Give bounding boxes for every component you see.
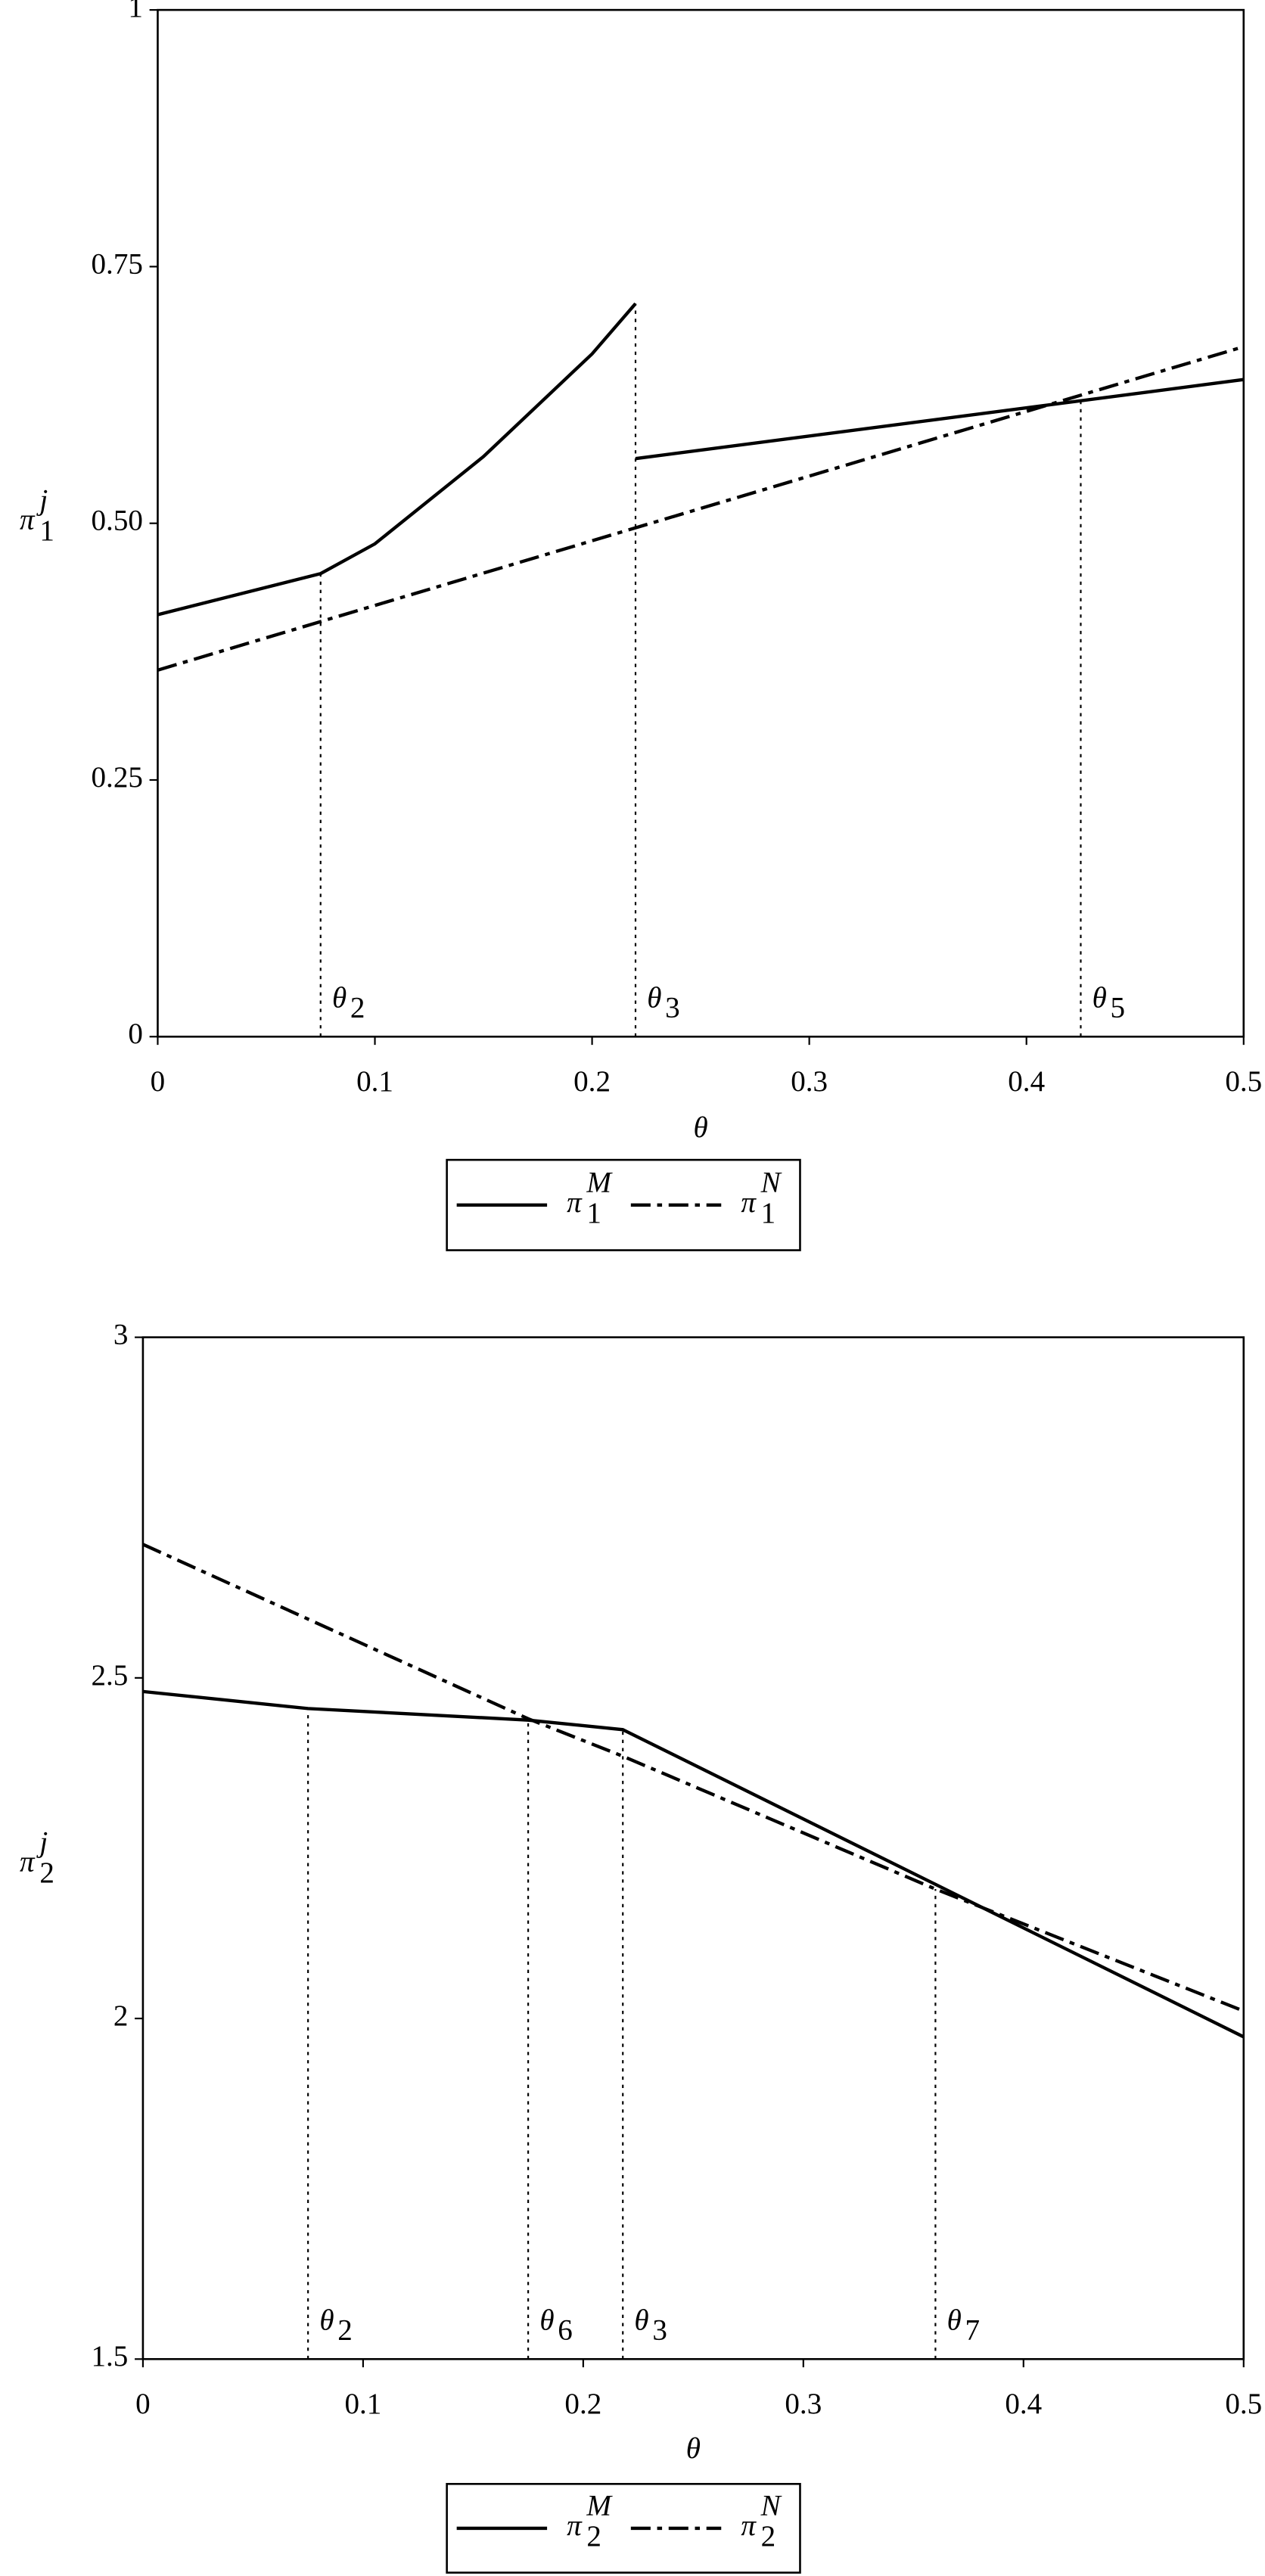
y-axis-label-sup: j [36, 483, 48, 516]
plot-frame [141, 1336, 1245, 2360]
x-tick-label: 0.3 [785, 2388, 822, 2420]
legend-label-sup: M [586, 1167, 613, 1199]
y-tick-label: 1.5 [92, 2340, 129, 2372]
marker-label-sub: 3 [665, 991, 680, 1024]
y-tick-label: 0 [128, 1018, 143, 1050]
x-tick-label: 0.2 [564, 2388, 601, 2420]
marker-label-symbol: θ [319, 2304, 334, 2336]
legend-label-symbol: π [567, 1186, 583, 1219]
y-tick-label: 1 [128, 0, 143, 23]
marker-label-symbol: θ [539, 2304, 554, 2336]
y-tick-label: 0.25 [92, 761, 143, 794]
y-tick-label: 2 [113, 2000, 129, 2032]
legend-label-sub: 2 [586, 2520, 601, 2553]
y-tick-label: 3 [113, 1319, 129, 1351]
x-tick-label: 0.4 [1008, 1065, 1045, 1098]
marker-label-sub: 2 [337, 2313, 353, 2346]
x-axis-label: θ [686, 2432, 701, 2465]
marker-label-sub: 3 [652, 2313, 667, 2346]
x-tick-label: 0.2 [573, 1065, 611, 1098]
x-tick-label: 0.3 [791, 1065, 828, 1098]
marker-label-sub: 7 [965, 2313, 980, 2346]
legend-label-symbol: π [741, 1186, 757, 1219]
marker-label-sub: 2 [350, 991, 365, 1024]
marker-label-symbol: θ [647, 981, 661, 1014]
series-line [142, 1543, 1245, 2013]
marker-label-symbol: θ [947, 2304, 962, 2336]
marker-label-symbol: θ [1092, 981, 1107, 1014]
legend-label-symbol: π [567, 2509, 583, 2542]
x-axis-label: θ [694, 1111, 708, 1144]
legend-box [446, 1158, 801, 1251]
x-tick-label: 0.1 [356, 1065, 393, 1098]
legend-label-symbol: π [741, 2509, 757, 2542]
marker-label-sub: 6 [558, 2313, 573, 2346]
y-tick-label: 2.5 [92, 1659, 129, 1692]
series-line [157, 302, 1245, 617]
y-axis-label-sup: j [36, 1826, 48, 1858]
y-tick-label: 0.75 [92, 247, 143, 280]
x-tick-label: 0.1 [344, 2388, 381, 2420]
x-tick-label: 0.5 [1225, 2388, 1262, 2420]
x-tick-label: 0 [135, 2388, 151, 2420]
legend-label-sub: 2 [761, 2520, 776, 2553]
legend-box [446, 2482, 801, 2574]
legend-label-sub: 1 [761, 1197, 776, 1229]
legend-label-sub: 1 [586, 1197, 601, 1229]
legend-label-sup: N [760, 2490, 782, 2522]
x-tick-label: 0 [151, 1065, 166, 1098]
marker-label-symbol: θ [634, 2304, 648, 2336]
legend-label-sup: M [586, 2490, 613, 2522]
y-axis-label-sub: 1 [39, 514, 54, 547]
legend-label-sup: N [760, 1167, 782, 1199]
y-axis-label-symbol: π [20, 504, 36, 536]
plot-frame [157, 8, 1245, 1038]
x-tick-label: 0.4 [1005, 2388, 1042, 2420]
y-axis-label-sub: 2 [39, 1857, 54, 1889]
marker-label-symbol: θ [332, 981, 347, 1014]
y-axis-label-symbol: π [20, 1846, 36, 1878]
x-tick-label: 0.5 [1225, 1065, 1262, 1098]
y-tick-label: 0.50 [92, 505, 143, 537]
marker-label-sub: 5 [1111, 991, 1126, 1024]
